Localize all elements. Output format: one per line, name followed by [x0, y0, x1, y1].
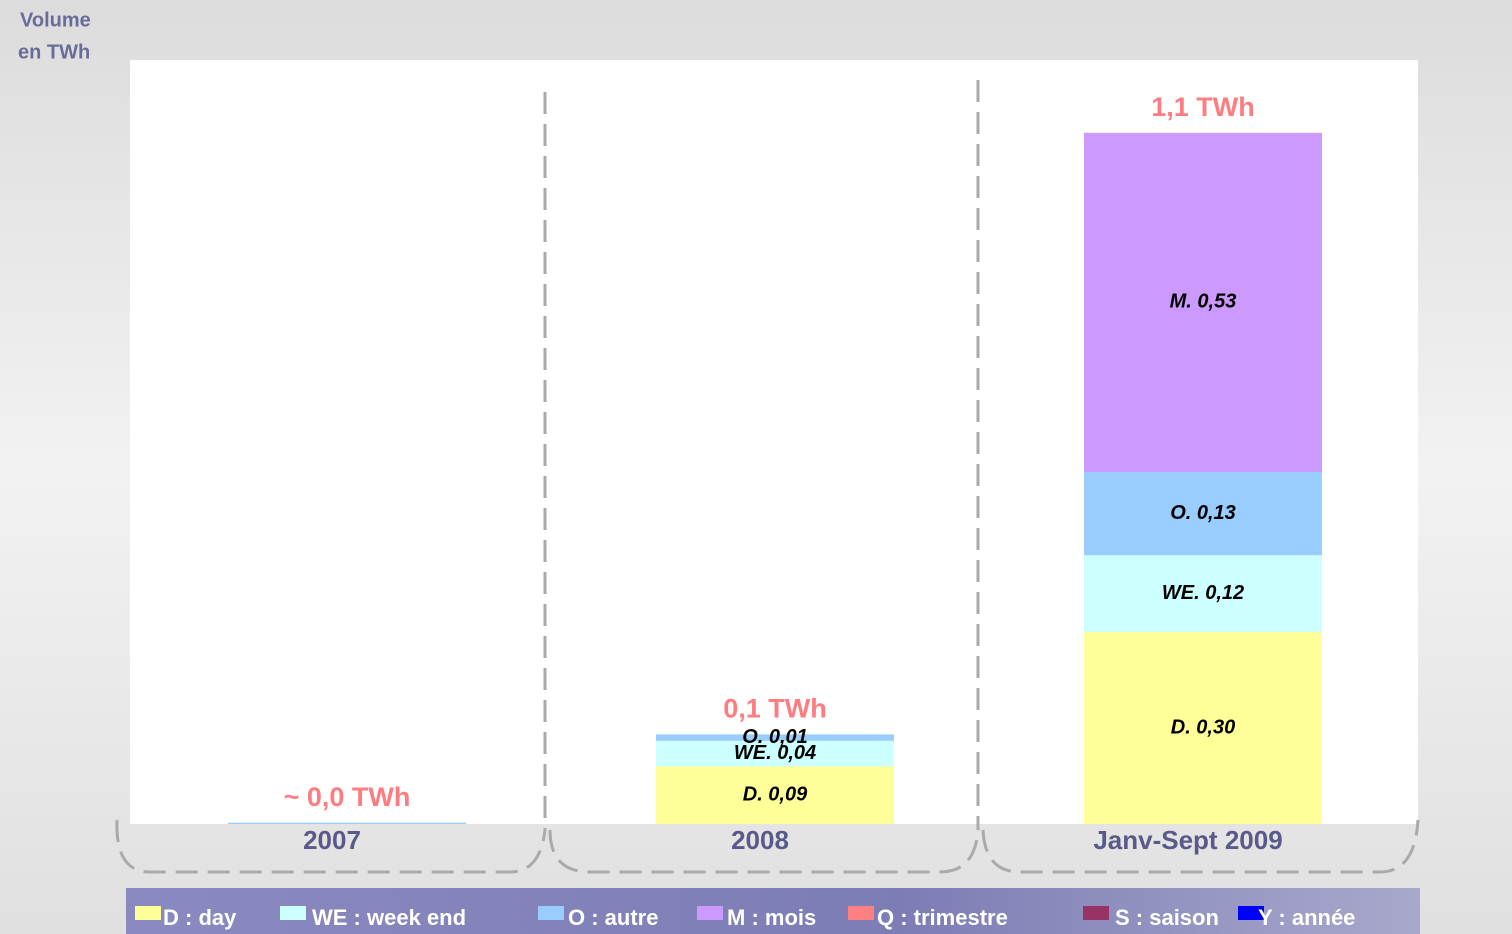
legend-label: O : autre — [568, 905, 658, 930]
bar-segment — [656, 734, 894, 741]
bar-segment — [656, 740, 894, 767]
segment-label: O. 0,01 — [742, 726, 808, 748]
segment-label: D. 0,09 — [743, 783, 808, 805]
x-tick-label: Janv-Sept 2009 — [1093, 825, 1282, 855]
separators — [115, 80, 1420, 874]
legend-swatch — [848, 906, 874, 920]
segment-label: D. 0,30 — [1171, 716, 1235, 738]
legend-swatch — [135, 906, 161, 920]
bar-segment — [228, 822, 466, 824]
bar-segment — [1084, 132, 1322, 473]
legend-bar — [126, 888, 1420, 934]
y-label: en TWh — [18, 41, 90, 63]
x-tick-label: 2007 — [303, 825, 361, 855]
total-label: 1,1 TWh — [1151, 92, 1255, 122]
segment-label: WE. 0,12 — [1162, 582, 1244, 604]
legend-swatch — [538, 906, 564, 920]
bar-segment — [656, 766, 894, 824]
segment-label: O. 0,13 — [1170, 502, 1236, 524]
x-tick-label: 2008 — [731, 825, 789, 855]
legend-label: WE : week end — [312, 905, 466, 930]
legend-label: Q : trimestre — [877, 905, 1008, 930]
legend-label: D : day — [163, 905, 237, 930]
legend-swatch — [697, 906, 723, 920]
legend-label: Y : année — [1258, 905, 1355, 930]
segment-label: M. 0,53 — [1170, 291, 1237, 313]
legend-label: S : saison — [1115, 905, 1219, 930]
bar-segment — [1084, 555, 1322, 632]
legend-label: M : mois — [727, 905, 816, 930]
legend-swatch — [1238, 906, 1264, 920]
bar-segment — [1084, 632, 1322, 824]
y-label: Volume — [20, 9, 91, 31]
total-label: ~ 0,0 TWh — [284, 782, 411, 812]
legend-swatch — [1083, 906, 1109, 920]
total-label: 0,1 TWh — [723, 694, 827, 724]
segment-label: WE. 0,04 — [734, 742, 816, 764]
bar-segment — [1084, 472, 1322, 556]
legend-swatch — [280, 906, 306, 920]
